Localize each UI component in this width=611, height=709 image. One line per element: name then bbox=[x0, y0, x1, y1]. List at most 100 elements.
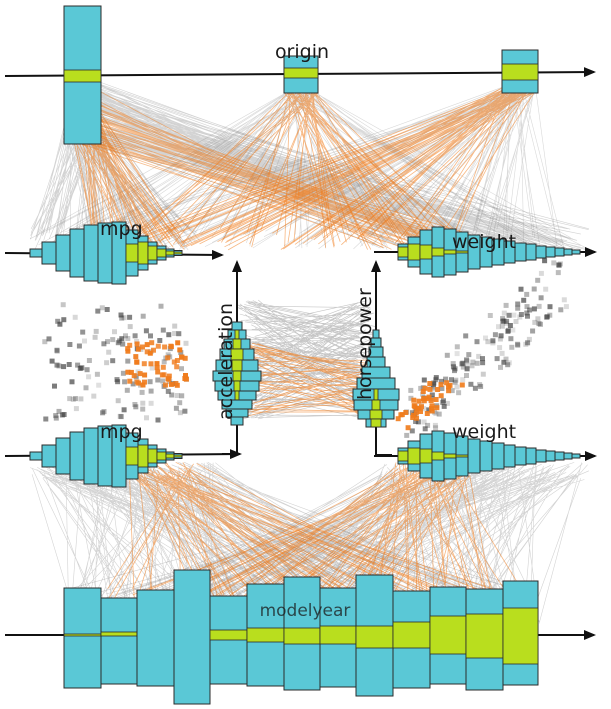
left-scatter-gray-point bbox=[176, 331, 182, 337]
left-scatter-gray-point bbox=[53, 415, 59, 421]
left-scatter-gray-point bbox=[57, 321, 63, 327]
modelyear-label: modelyear bbox=[260, 601, 351, 621]
weight-top-bin-3-highlight bbox=[419, 244, 433, 260]
left-scatter-gray-point bbox=[177, 400, 183, 406]
left-scatter-gray-point bbox=[174, 393, 180, 398]
weight-top-bin-16 bbox=[563, 248, 573, 256]
right-scatter-orange-point bbox=[459, 382, 465, 388]
weight-bottom-bin-3 bbox=[419, 433, 433, 479]
right-scatter-gray-point bbox=[420, 391, 426, 397]
mpg-to-year-orange-path bbox=[100, 461, 532, 640]
weight-bottom-bin-4-highlight bbox=[431, 451, 445, 461]
right-scatter-gray-point bbox=[470, 359, 476, 365]
modelyear-box-3-rect bbox=[136, 589, 175, 687]
right-scatter-gray bbox=[404, 258, 569, 438]
right-scatter-gray-point bbox=[558, 307, 564, 313]
weight-top-bin-14 bbox=[545, 246, 556, 258]
right-scatter-orange-point bbox=[438, 382, 444, 388]
left-scatter-gray-point bbox=[125, 358, 131, 364]
right-scatter-gray-point bbox=[497, 345, 503, 351]
horsepower-bin-10-highlight bbox=[370, 418, 382, 428]
mpg-bottom-bin-9-highlight bbox=[137, 444, 149, 468]
weight-bottom-bin-8-rect bbox=[479, 440, 493, 472]
left-scatter-gray-point bbox=[148, 400, 154, 406]
left-scatter-gray-point bbox=[172, 323, 178, 329]
left-scatter-orange-point bbox=[137, 371, 143, 377]
mpg-top-bin-4-rect bbox=[69, 228, 85, 278]
right-scatter-gray-point bbox=[503, 320, 509, 326]
left-scatter-gray-point bbox=[67, 396, 73, 402]
left-scatter-gray-point bbox=[112, 329, 117, 335]
right-scatter-gray-point bbox=[439, 378, 444, 384]
left-scatter-gray-point bbox=[155, 377, 161, 383]
right-scatter-gray-point bbox=[439, 386, 445, 391]
mpg-bottom-bin-13-highlight bbox=[173, 454, 183, 458]
left-scatter-orange-point bbox=[149, 340, 155, 346]
mpg-top-bin-5 bbox=[83, 224, 99, 282]
left-scatter-gray-point bbox=[53, 413, 59, 419]
right-scatter-gray-point bbox=[515, 342, 521, 348]
right-scatter-gray-point bbox=[509, 344, 515, 350]
left-scatter-orange-point bbox=[127, 378, 133, 384]
modelyear-box-10 bbox=[392, 590, 431, 689]
modelyear-box-7-highlight bbox=[283, 627, 321, 645]
right-scatter-gray-point bbox=[515, 341, 521, 347]
right-scatter-orange-point bbox=[444, 380, 450, 386]
horsepower-bin-8-highlight bbox=[371, 399, 381, 411]
right-scatter-orange-point bbox=[435, 387, 441, 392]
mpg-bottom-bin-8-highlight bbox=[125, 446, 139, 466]
weight-bottom-bin-11-rect bbox=[514, 446, 527, 466]
right-scatter-gray-point bbox=[531, 306, 537, 312]
weight-bottom-bin-1 bbox=[397, 447, 409, 465]
left-scatter-gray-point bbox=[60, 302, 66, 308]
left-scatter-gray-point bbox=[123, 333, 128, 339]
left-scatter-gray-point bbox=[61, 364, 67, 370]
origin-box-2-highlight bbox=[283, 67, 319, 79]
right-scatter-gray-point bbox=[526, 336, 532, 342]
modelyear-box-11-highlight bbox=[429, 615, 467, 655]
left-scatter-orange-point bbox=[125, 346, 131, 352]
weight-bottom-bin-4 bbox=[431, 430, 445, 482]
right-scatter-gray-point bbox=[416, 419, 422, 425]
left-scatter-gray-point bbox=[70, 397, 76, 402]
mpg-bottom-bin-4 bbox=[69, 431, 85, 481]
accel-hp-orange bbox=[236, 342, 375, 419]
mpg-bottom-bin-3-rect bbox=[55, 437, 71, 475]
right-scatter-gray-point bbox=[431, 382, 436, 387]
right-scatter-gray-point bbox=[430, 384, 436, 390]
left-scatter-gray-point bbox=[72, 396, 78, 402]
right-scatter-gray-point bbox=[555, 270, 561, 276]
modelyear-box-6 bbox=[246, 583, 285, 687]
left-scatter-gray-point bbox=[118, 312, 124, 318]
right-scatter-orange-point bbox=[419, 404, 424, 410]
right-scatter-gray-point bbox=[538, 270, 544, 276]
left-scatter-orange-point bbox=[155, 343, 161, 349]
right-scatter-gray-point bbox=[536, 303, 542, 309]
weight-top-bin-12-rect bbox=[525, 243, 537, 261]
right-scatter-orange-point bbox=[424, 411, 430, 416]
mpg-bottom-bin-4-rect bbox=[69, 431, 85, 481]
right-scatter-gray-point bbox=[496, 324, 501, 330]
right-scatter-gray-point bbox=[500, 316, 506, 322]
left-scatter-orange-point bbox=[125, 348, 131, 354]
weight-top-bin-11 bbox=[514, 242, 527, 262]
left-scatter-gray-point bbox=[160, 378, 166, 384]
right-scatter-gray-point bbox=[454, 351, 460, 357]
weight-top-bin-13-rect bbox=[535, 245, 547, 259]
right-scatter-gray-point bbox=[409, 428, 415, 434]
mpg-top-bin-2-rect bbox=[41, 241, 57, 265]
right-scatter-gray-point bbox=[532, 319, 538, 325]
right-scatter-orange-point bbox=[414, 415, 419, 421]
left-scatter-gray-point bbox=[130, 381, 136, 387]
left-scatter-orange-point bbox=[141, 361, 147, 367]
right-scatter-gray-point bbox=[524, 291, 530, 297]
weight-bottom-bin-17-rect bbox=[571, 453, 581, 459]
weight-bottom-bin-6-highlight bbox=[455, 454, 469, 458]
right-scatter-gray-point bbox=[444, 400, 450, 406]
mpg-bottom-label: mpg bbox=[100, 421, 143, 443]
modelyear-box-2-rect bbox=[100, 597, 138, 685]
gray-connection-lines bbox=[29, 79, 591, 641]
weight-bottom-bin-2 bbox=[407, 440, 421, 472]
right-scatter-gray-point bbox=[433, 425, 439, 431]
left-scatter-gray-point bbox=[148, 388, 154, 394]
